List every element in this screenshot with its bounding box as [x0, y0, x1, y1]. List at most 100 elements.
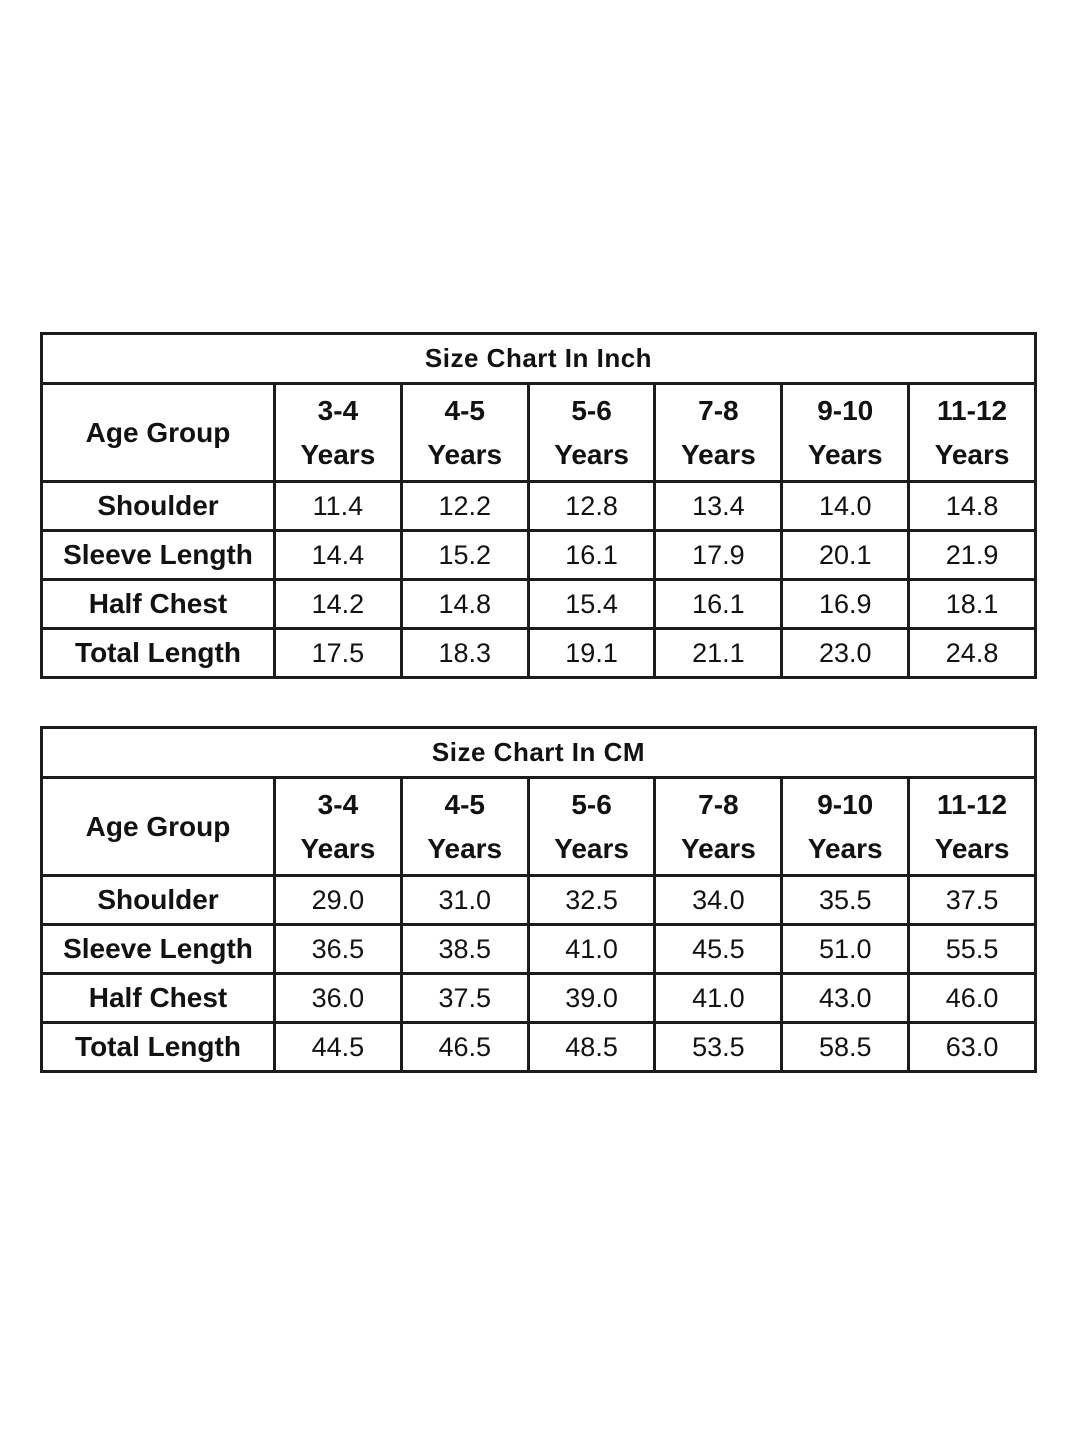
measurement-value-cell: 53.5: [653, 1021, 784, 1073]
age-column-header: 7-8 Years: [653, 776, 784, 877]
measurement-value-cell: 17.5: [273, 627, 403, 679]
measurement-name-label: Total Length: [40, 1021, 276, 1073]
measurement-value-cell: 38.5: [399, 923, 530, 975]
measurement-value-cell: 14.2: [273, 578, 403, 630]
measurement-row: Sleeve Length 36.5 38.5 41.0 45.5 51.0 55.5: [40, 923, 1037, 975]
measurement-value-cell: 12.2: [399, 480, 530, 532]
age-unit-label: Years: [807, 832, 883, 864]
size-chart-cm-table: Size Chart In CM Age Group 3-4 Years 4-5 Year…: [40, 726, 1037, 1073]
measurement-value-cell: 14.4: [273, 529, 403, 581]
measurement-value-cell: 37.5: [399, 972, 530, 1024]
age-range-label: 3-4: [317, 394, 359, 426]
age-column-header: 11-12 Years: [907, 776, 1037, 877]
age-unit-label: Years: [300, 438, 376, 470]
measurement-value-cell: 18.1: [907, 578, 1037, 630]
measurement-row: Sleeve Length 14.4 15.2 16.1 17.9 20.1 21.9: [40, 529, 1037, 581]
age-unit-label: Years: [807, 438, 883, 470]
age-unit-label: Years: [934, 438, 1010, 470]
measurement-row: Half Chest 14.2 14.8 15.4 16.1 16.9 18.1: [40, 578, 1037, 630]
measurement-value-cell: 13.4: [653, 480, 784, 532]
age-column-header: 7-8 Years: [653, 382, 784, 483]
measurement-value-cell: 46.5: [399, 1021, 530, 1073]
measurement-value-cell: 14.0: [780, 480, 911, 532]
measurement-row: Total Length 17.5 18.3 19.1 21.1 23.0 24.8: [40, 627, 1037, 679]
age-range-label: 4-5: [444, 788, 485, 820]
measurement-value-cell: 18.3: [399, 627, 530, 679]
age-range-label: 11-12: [937, 788, 1008, 820]
size-chart-inch-table: Size Chart In Inch Age Group 3-4 Years 4-5 Ye…: [40, 332, 1037, 679]
measurement-value-cell: 35.5: [780, 874, 911, 926]
table-header-row: Age Group 3-4 Years 4-5 Years 5-6 Years 7-8 Year…: [40, 776, 1037, 877]
measurement-value-cell: 16.1: [653, 578, 784, 630]
measurement-row: Shoulder 29.0 31.0 32.5 34.0 35.5 37.5: [40, 874, 1037, 926]
measurement-name-label: Half Chest: [40, 972, 276, 1024]
measurement-value-cell: 24.8: [907, 627, 1037, 679]
measurement-value-cell: 37.5: [907, 874, 1037, 926]
age-column-header: 3-4 Years: [273, 776, 403, 877]
age-range-label: 11-12: [937, 394, 1008, 426]
age-column-header: 5-6 Years: [526, 382, 657, 483]
measurement-value-cell: 34.0: [653, 874, 784, 926]
age-column-header: 11-12 Years: [907, 382, 1037, 483]
table-title: Size Chart In CM: [40, 726, 1037, 779]
age-column-header: 5-6 Years: [526, 776, 657, 877]
measurement-value-cell: 44.5: [273, 1021, 403, 1073]
age-column-header: 4-5 Years: [399, 776, 530, 877]
age-unit-label: Years: [300, 832, 376, 864]
table-title-row: Size Chart In Inch: [40, 332, 1037, 385]
table-title: Size Chart In Inch: [40, 332, 1037, 385]
measurement-value-cell: 63.0: [907, 1021, 1037, 1073]
table-header-row: Age Group 3-4 Years 4-5 Years 5-6 Years 7-8 Year…: [40, 382, 1037, 483]
measurement-value-cell: 51.0: [780, 923, 911, 975]
age-range-label: 9-10: [817, 394, 874, 426]
measurement-value-cell: 16.9: [780, 578, 911, 630]
measurement-value-cell: 15.4: [526, 578, 657, 630]
measurement-row: Half Chest 36.0 37.5 39.0 41.0 43.0 46.0: [40, 972, 1037, 1024]
age-range-label: 3-4: [317, 788, 359, 820]
age-column-header: 9-10 Years: [780, 776, 911, 877]
measurement-value-cell: 21.1: [653, 627, 784, 679]
age-column-header: 4-5 Years: [399, 382, 530, 483]
measurement-value-cell: 32.5: [526, 874, 657, 926]
measurement-value-cell: 12.8: [526, 480, 657, 532]
measurement-value-cell: 41.0: [653, 972, 784, 1024]
age-range-label: 5-6: [571, 394, 612, 426]
age-group-corner-label: Age Group: [40, 776, 276, 877]
measurement-value-cell: 23.0: [780, 627, 911, 679]
measurement-value-cell: 29.0: [273, 874, 403, 926]
measurement-row: Shoulder 11.4 12.2 12.8 13.4 14.0 14.8: [40, 480, 1037, 532]
age-range-label: 5-6: [571, 788, 612, 820]
measurement-name-label: Shoulder: [40, 874, 276, 926]
measurement-value-cell: 36.5: [273, 923, 403, 975]
measurement-name-label: Shoulder: [40, 480, 276, 532]
age-column-header: 9-10 Years: [780, 382, 911, 483]
measurement-value-cell: 14.8: [399, 578, 530, 630]
measurement-value-cell: 36.0: [273, 972, 403, 1024]
measurement-value-cell: 55.5: [907, 923, 1037, 975]
measurement-row: Total Length 44.5 46.5 48.5 53.5 58.5 63.0: [40, 1021, 1037, 1073]
measurement-name-label: Total Length: [40, 627, 276, 679]
measurement-name-label: Sleeve Length: [40, 923, 276, 975]
age-unit-label: Years: [427, 832, 503, 864]
measurement-value-cell: 43.0: [780, 972, 911, 1024]
measurement-value-cell: 58.5: [780, 1021, 911, 1073]
age-range-label: 9-10: [817, 788, 874, 820]
measurement-value-cell: 31.0: [399, 874, 530, 926]
measurement-name-label: Half Chest: [40, 578, 276, 630]
measurement-value-cell: 19.1: [526, 627, 657, 679]
age-unit-label: Years: [934, 832, 1010, 864]
age-column-header: 3-4 Years: [273, 382, 403, 483]
measurement-value-cell: 15.2: [399, 529, 530, 581]
age-unit-label: Years: [554, 832, 629, 864]
measurement-value-cell: 11.4: [273, 480, 403, 532]
measurement-value-cell: 20.1: [780, 529, 911, 581]
measurement-value-cell: 46.0: [907, 972, 1037, 1024]
measurement-value-cell: 45.5: [653, 923, 784, 975]
age-unit-label: Years: [554, 438, 629, 470]
age-range-label: 4-5: [444, 394, 485, 426]
measurement-name-label: Sleeve Length: [40, 529, 276, 581]
age-range-label: 7-8: [698, 788, 739, 820]
measurement-value-cell: 14.8: [907, 480, 1037, 532]
measurement-value-cell: 41.0: [526, 923, 657, 975]
